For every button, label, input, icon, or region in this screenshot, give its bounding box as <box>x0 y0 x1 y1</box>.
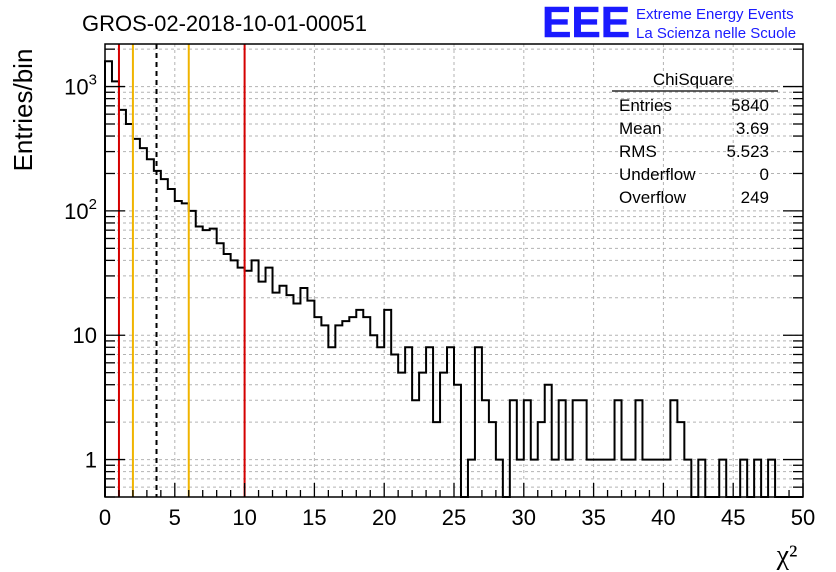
histogram-bin <box>189 211 196 497</box>
histogram-bin <box>224 254 231 497</box>
histogram-bin <box>510 400 517 497</box>
histogram-bin <box>635 400 642 497</box>
y-tick-label: 102 <box>64 196 97 224</box>
x-tick-label: 10 <box>232 505 256 530</box>
logo-line-2: La Scienza nelle Scuole <box>636 25 796 42</box>
histogram-bin <box>252 260 259 497</box>
eee-logo: EEE Extreme Energy Events La Scienza nel… <box>542 0 796 47</box>
x-tick-label: 15 <box>302 505 326 530</box>
x-tick-label: 40 <box>651 505 675 530</box>
reference-lines <box>117 44 246 497</box>
histogram-bin <box>217 243 224 497</box>
histogram-bin <box>524 400 531 497</box>
histogram-bin <box>580 400 587 497</box>
histogram-bin <box>412 400 419 497</box>
histogram-bin <box>370 335 377 497</box>
grid <box>105 44 803 497</box>
stats-box: ChiSquare Entries 5840 Mean 3.69 RMS 5.523 Und… <box>612 70 778 207</box>
histogram-bin <box>238 268 245 497</box>
logo-line-1: Extreme Energy Events <box>636 6 794 23</box>
stats-row-label: RMS <box>619 142 657 161</box>
histogram-bin <box>161 179 168 497</box>
histogram-bin <box>356 310 363 497</box>
histogram-bin <box>196 226 203 497</box>
stats-row-label: Overflow <box>619 188 687 207</box>
stats-row-label: Underflow <box>619 165 696 184</box>
histogram-bin <box>391 354 398 497</box>
histogram-bin <box>203 230 210 497</box>
x-tick-label: 30 <box>512 505 536 530</box>
histogram-bin <box>119 110 126 497</box>
histogram-bin <box>454 385 461 497</box>
stats-row-label: Entries <box>619 96 672 115</box>
y-tick-label: 10 <box>73 323 97 348</box>
y-tick-label: 103 <box>64 72 97 100</box>
stats-row-value: 3.69 <box>736 119 769 138</box>
histogram-bin <box>140 148 147 497</box>
x-axis-label: χ² <box>776 540 798 571</box>
histogram-bin <box>259 282 266 497</box>
x-tick-label: 45 <box>721 505 745 530</box>
stats-row-value: 5.523 <box>726 142 769 161</box>
stats-title: ChiSquare <box>653 70 733 89</box>
histogram-bin <box>168 189 175 497</box>
histogram-bin <box>182 203 189 497</box>
x-tick-label: 50 <box>791 505 815 530</box>
y-tick-label: 1 <box>85 448 97 473</box>
histogram-bin <box>573 400 580 497</box>
histogram-bin <box>482 400 489 497</box>
histogram-bin <box>245 271 252 497</box>
stats-row-label: Mean <box>619 119 662 138</box>
chart-title: GROS-02-2018-10-01-00051 <box>82 11 367 36</box>
histogram-bin <box>314 317 321 497</box>
stats-row-value: 249 <box>741 188 769 207</box>
histogram-bin <box>349 317 356 497</box>
histogram-bin <box>105 61 112 497</box>
axis-ticks: 0 5 10 15 20 25 30 35 40 45 50 1 10 102 103 <box>64 48 815 530</box>
stats-row-value: 5840 <box>731 96 769 115</box>
logo-mark: EEE <box>542 0 630 47</box>
histogram-bin <box>231 260 238 497</box>
histogram-bin <box>559 400 566 497</box>
histogram-bin <box>266 268 273 497</box>
histogram-bin <box>112 81 119 497</box>
histogram-bin <box>126 124 133 497</box>
histogram-bin <box>545 385 552 497</box>
histogram-step-line <box>104 60 803 498</box>
histogram-bin <box>307 301 314 497</box>
histogram-bin <box>670 400 677 497</box>
histogram-bin <box>133 139 140 497</box>
histogram-bin <box>615 400 622 497</box>
x-tick-label: 5 <box>169 505 181 530</box>
histogram-bin <box>286 295 293 497</box>
histogram-bin <box>147 159 154 497</box>
histogram-bin <box>384 310 391 497</box>
histogram-series <box>104 60 803 498</box>
histogram-bin <box>273 293 280 497</box>
histogram-bin <box>363 317 370 497</box>
histogram-bin <box>175 201 182 497</box>
y-axis-label: Entries/bin <box>8 49 38 172</box>
x-tick-label: 35 <box>581 505 605 530</box>
x-tick-label: 20 <box>372 505 396 530</box>
x-tick-label: 25 <box>442 505 466 530</box>
x-tick-label: 0 <box>99 505 111 530</box>
stats-row-value: 0 <box>760 165 769 184</box>
